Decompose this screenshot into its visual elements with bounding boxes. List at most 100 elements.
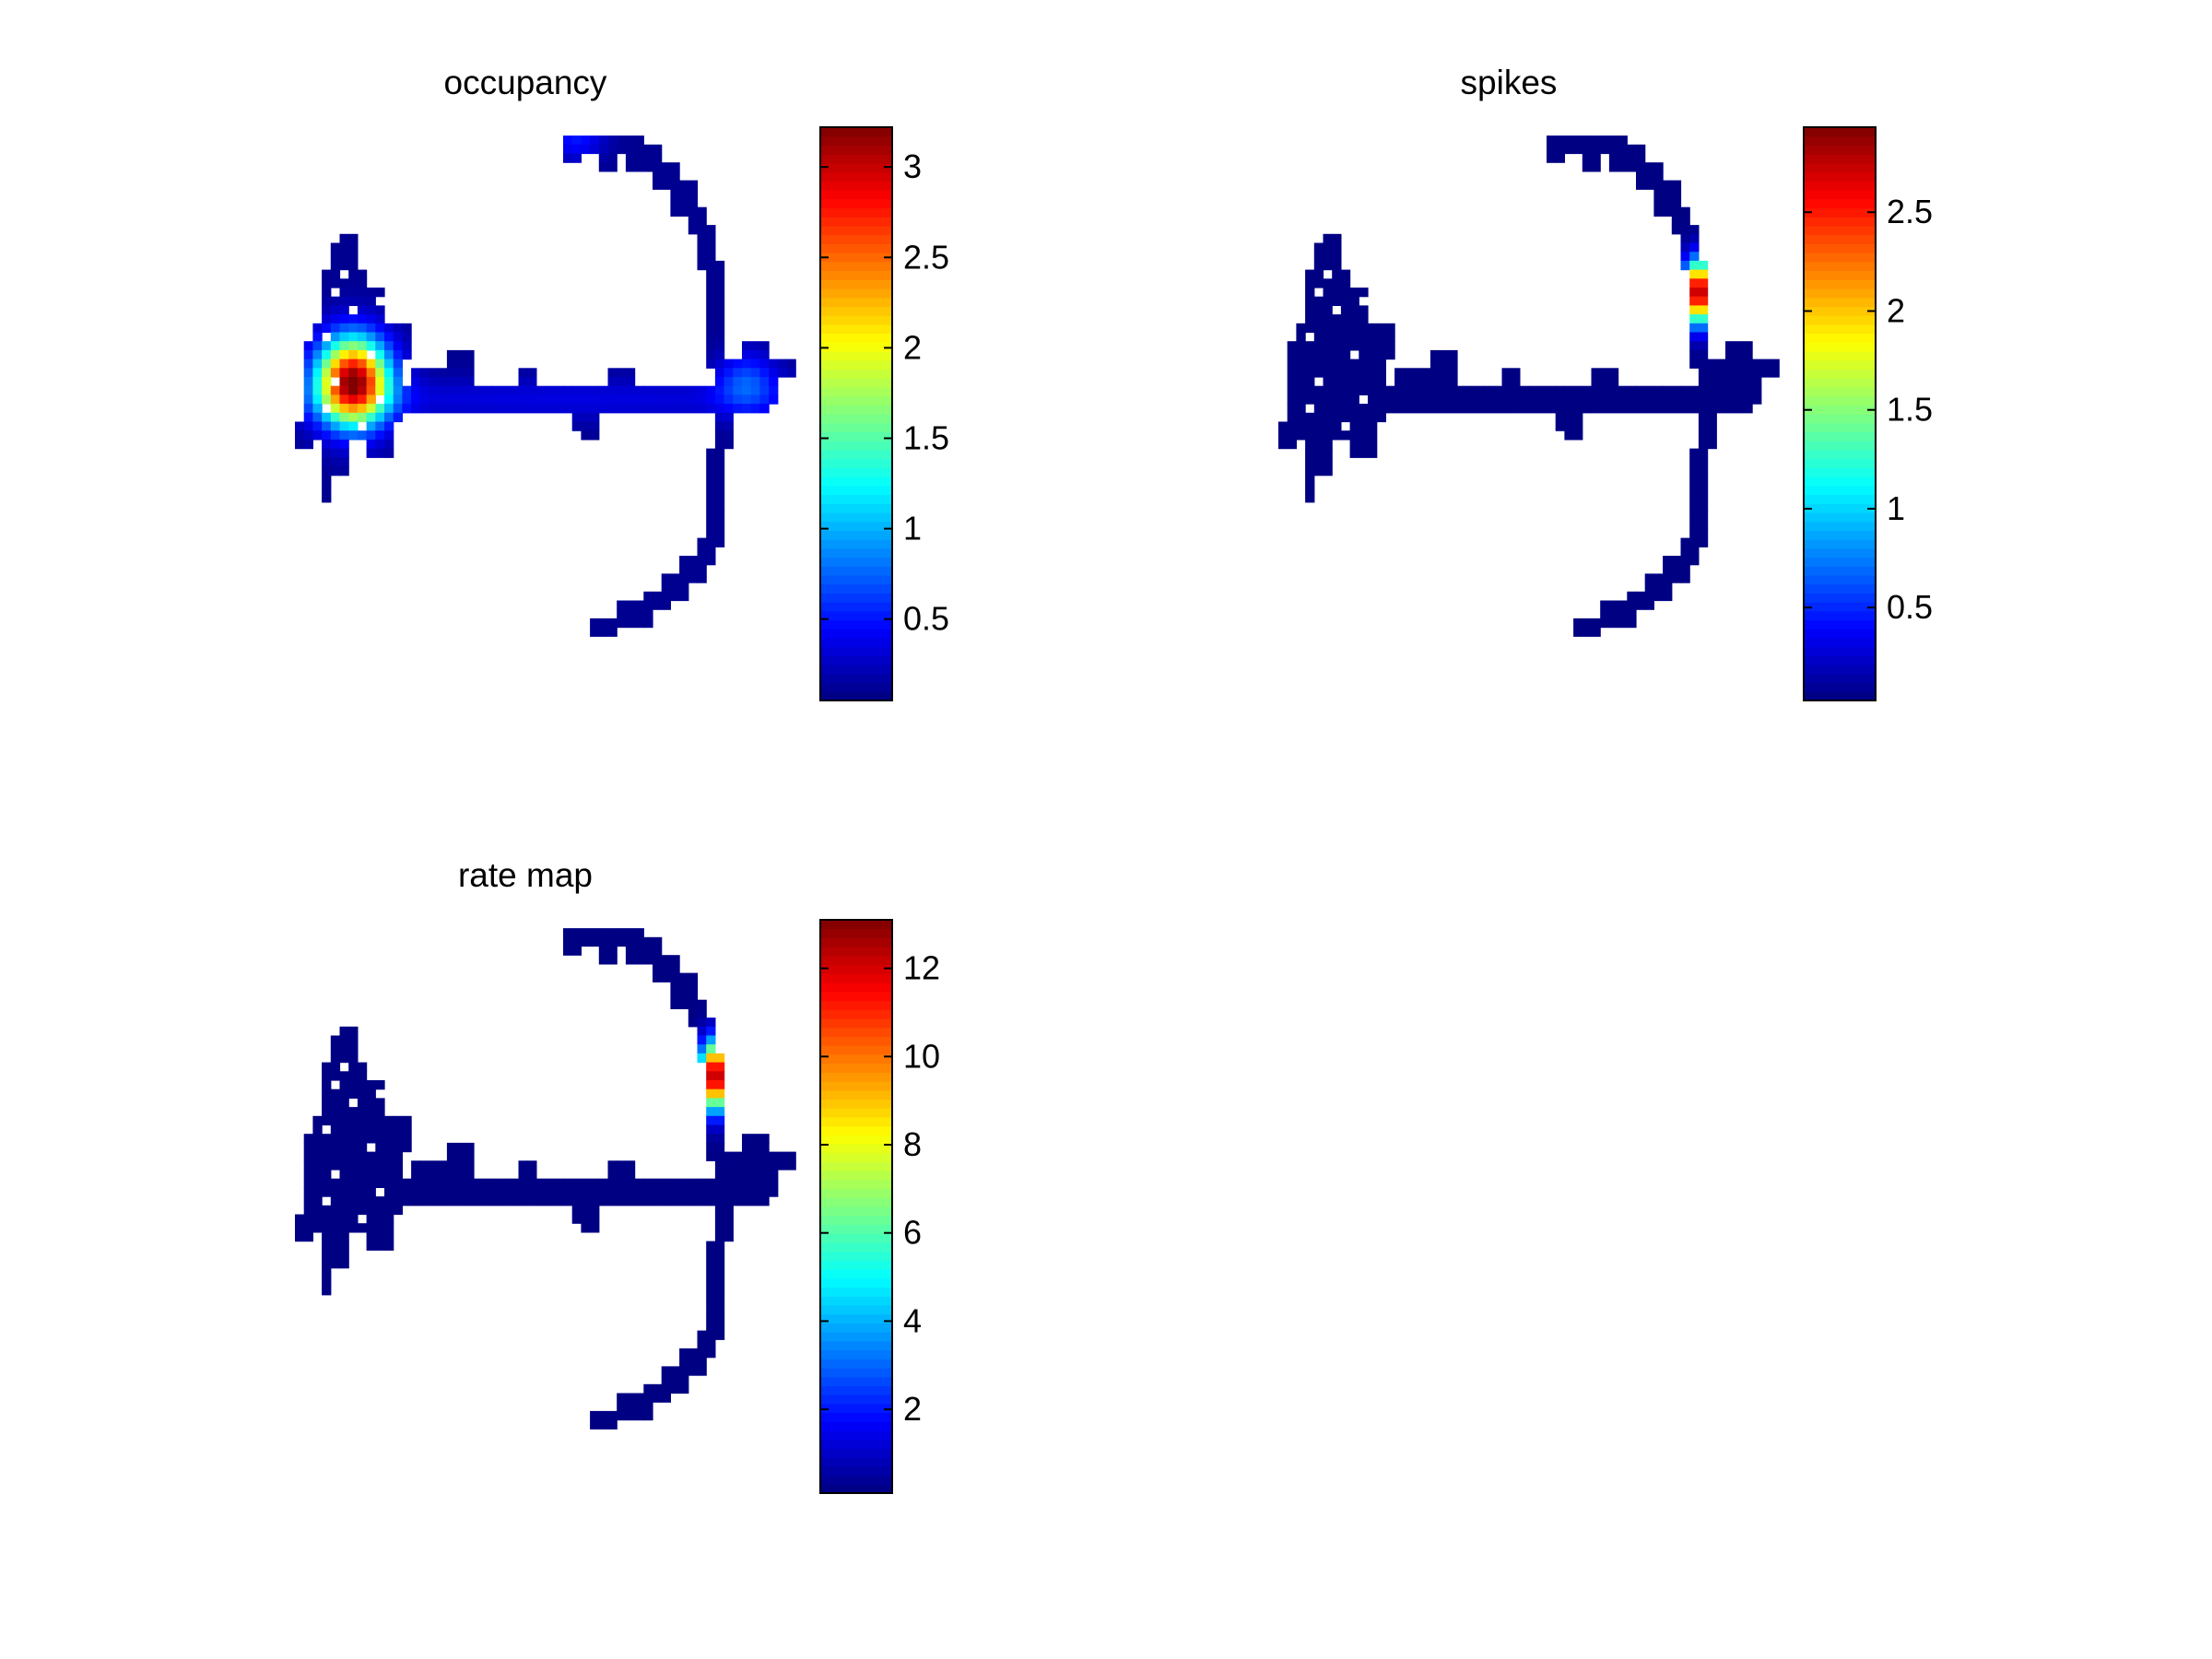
heatmap-cell	[303, 1223, 313, 1233]
heatmap-cell	[759, 404, 770, 414]
heatmap-cell	[1689, 556, 1700, 566]
rate-map-panel: rate map 2 4 6 8 10 12	[276, 848, 1290, 1622]
heatmap-cell	[322, 1223, 332, 1233]
heatmap-cell	[446, 359, 457, 369]
heatmap-cell	[1698, 394, 1709, 405]
heatmap-cell	[527, 377, 537, 387]
heatmap-cell	[1573, 430, 1583, 441]
heatmap-cell	[571, 421, 582, 431]
heatmap-cell	[474, 404, 484, 414]
colorbar-segment	[1804, 557, 1876, 567]
colorbar-segment	[820, 1072, 892, 1082]
heatmap-cell	[339, 1151, 349, 1161]
heatmap-cell	[706, 484, 716, 494]
colorbar-segment	[820, 306, 892, 316]
heatmap-cell	[590, 1187, 600, 1197]
heatmap-cell	[357, 1080, 368, 1090]
heatmap-cell	[769, 359, 779, 369]
heatmap-cell	[1698, 296, 1709, 306]
heatmap-cell	[1323, 368, 1333, 378]
heatmap-cell	[590, 404, 600, 414]
heatmap-cell	[1323, 421, 1333, 431]
heatmap-cell	[1439, 359, 1449, 369]
heatmap-cell	[366, 296, 376, 306]
heatmap-cell	[714, 1241, 725, 1251]
heatmap-cell	[1368, 377, 1378, 387]
heatmap-cell	[312, 359, 323, 369]
heatmap-cell	[617, 368, 627, 378]
heatmap-cell	[1448, 349, 1458, 360]
heatmap-cell	[714, 288, 725, 298]
heatmap-cell	[653, 972, 663, 982]
heatmap-cell	[1349, 448, 1359, 458]
heatmap-cell	[446, 1187, 457, 1197]
heatmap-cell	[1689, 314, 1700, 324]
heatmap-cell	[384, 377, 394, 387]
heatmap-cell	[518, 1187, 528, 1197]
colorbar-segment	[820, 566, 892, 576]
heatmap-cell	[330, 448, 341, 458]
heatmap-cell	[1537, 385, 1547, 395]
heatmap-cell	[581, 936, 591, 947]
heatmap-cell	[375, 1124, 385, 1135]
heatmap-cell	[366, 305, 376, 315]
heatmap-cell	[357, 1088, 368, 1099]
heatmap-cell	[714, 1088, 725, 1099]
heatmap-cell	[1663, 180, 1673, 190]
heatmap-cell	[384, 332, 394, 342]
heatmap-cell	[348, 1026, 359, 1037]
heatmap-cell	[366, 1170, 376, 1180]
heatmap-cell	[357, 1098, 368, 1108]
heatmap-cell	[1698, 332, 1709, 342]
heatmap-cell	[1376, 349, 1386, 360]
heatmap-cell	[581, 144, 591, 155]
heatmap-cell	[590, 385, 600, 395]
heatmap-cell	[670, 385, 680, 395]
colorbar-segment	[820, 610, 892, 621]
heatmap-cell	[303, 1231, 313, 1242]
heatmap-cell	[1698, 484, 1709, 494]
heatmap-cell	[438, 377, 448, 387]
heatmap-cell	[1484, 394, 1494, 405]
heatmap-cell	[1582, 135, 1593, 146]
heatmap-cell	[634, 609, 644, 619]
heatmap-cell	[303, 1151, 313, 1161]
heatmap-cell	[1323, 252, 1333, 262]
heatmap-cell	[733, 1178, 743, 1188]
heatmap-cell	[697, 999, 707, 1009]
colorbar-segment	[820, 1116, 892, 1127]
heatmap-cell	[697, 225, 707, 235]
heatmap-cell	[697, 1018, 707, 1028]
colorbar-segment	[820, 494, 892, 504]
heatmap-cell	[491, 1178, 501, 1188]
heatmap-cell	[1707, 394, 1717, 405]
heatmap-cell	[590, 1214, 600, 1224]
heatmap-cell	[1689, 537, 1700, 547]
heatmap-cell	[1305, 448, 1315, 458]
heatmap-cell	[509, 1178, 520, 1188]
heatmap-cell	[554, 1196, 564, 1206]
heatmap-cell	[322, 1170, 332, 1180]
colorbar-segment	[1804, 422, 1876, 433]
heatmap-cell	[545, 1196, 555, 1206]
heatmap-cell	[617, 1160, 627, 1171]
heatmap-cell	[1313, 323, 1324, 334]
heatmap-cell	[322, 305, 332, 315]
heatmap-cell	[598, 394, 609, 405]
heatmap-cell	[384, 349, 394, 360]
heatmap-cell	[330, 466, 341, 477]
heatmap-cell	[330, 457, 341, 467]
heatmap-cell	[1528, 394, 1538, 405]
heatmap-cell	[1689, 349, 1700, 360]
heatmap-image	[295, 135, 796, 637]
colorbar-segment	[820, 1188, 892, 1198]
heatmap-cell	[339, 1080, 349, 1090]
heatmap-cell	[322, 1286, 332, 1296]
heatmap-cell	[330, 404, 341, 414]
heatmap-cell	[643, 946, 653, 956]
heatmap-cell	[348, 385, 359, 395]
heatmap-cell	[571, 1214, 582, 1224]
colorbar-segment	[1804, 583, 1876, 594]
heatmap-cell	[1725, 341, 1735, 351]
heatmap-cell	[750, 404, 760, 414]
